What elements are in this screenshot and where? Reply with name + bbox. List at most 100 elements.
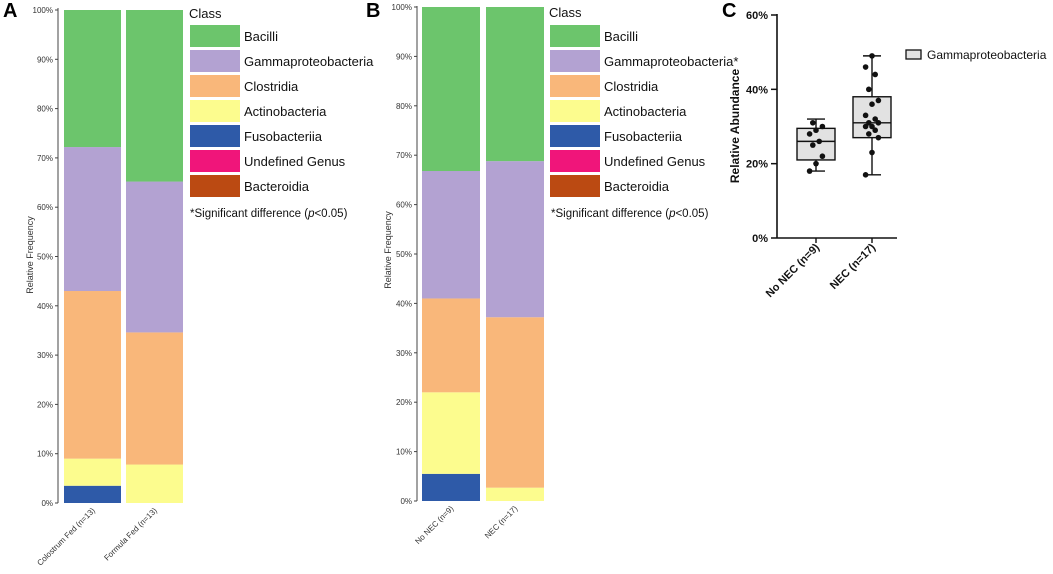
panel-b-bars: [422, 7, 544, 501]
bar-segment-clostridia: [64, 291, 121, 459]
panel-a-y-axis-title: Relative Frequency: [25, 216, 35, 294]
data-point: [819, 153, 826, 160]
bar-segment-gammaproteobacteria: [126, 181, 183, 333]
x-category-label: No NEC (n=9): [413, 504, 455, 546]
y-tick-label: 70%: [37, 154, 53, 163]
panel-a-significance-note: *Significant difference (p<0.05): [190, 208, 348, 220]
bar-segment-bacilli: [64, 10, 121, 148]
legend-swatch: [550, 175, 600, 197]
legend-label: Clostridia: [604, 79, 659, 94]
legend-label: Fusobacteriia: [244, 129, 323, 144]
data-point: [862, 172, 869, 178]
data-point: [869, 123, 875, 130]
legend-swatch: [190, 100, 240, 122]
y-tick-label: 20%: [746, 159, 768, 171]
panel-b: B 0% 10% 20% 30% 40% 50% 60% 70% 80% 90% 100% Rela…: [366, 0, 738, 546]
y-tick-label: 50%: [37, 253, 53, 262]
legend-swatch: [550, 100, 600, 122]
panel-a-x-labels: Colostrum Fed (n=13) Formula Fed (n=13): [35, 506, 159, 568]
data-point: [862, 123, 869, 130]
bar-segment-gammaproteobacteria: [486, 161, 544, 318]
legend-swatch: [550, 25, 600, 47]
data-point: [866, 131, 872, 137]
panel-c-legend-label: Gammaproteobacteria: [927, 48, 1047, 62]
y-tick-label: 90%: [396, 52, 412, 61]
y-tick-label: 40%: [37, 302, 53, 311]
legend-swatch: [190, 150, 240, 172]
bar-segment-bacilli: [422, 7, 480, 172]
bar-segment-actinobacteria: [64, 458, 121, 486]
panel-b-y-ticks: 0% 10% 20% 30% 40% 50% 60% 70% 80% 90% 100%: [392, 3, 417, 506]
legend-label: Undefined Genus: [244, 154, 346, 169]
legend-label: Bacilli: [604, 29, 638, 44]
panel-a-y-ticks: 0% 10% 20% 30% 40% 50% 60% 70% 80% 90% 100%: [33, 6, 58, 508]
data-point: [813, 160, 819, 167]
panel-b-y-axis-title: Relative Frequency: [383, 211, 393, 289]
box-no-nec: [796, 118, 836, 243]
panel-c-boxes: [796, 53, 892, 243]
legend-swatch: [190, 50, 240, 72]
y-tick-label: 0%: [41, 499, 53, 508]
data-point: [869, 149, 875, 156]
legend-label: Bacteroidia: [604, 179, 670, 194]
y-tick-label: 0%: [752, 233, 768, 245]
x-category-label: No NEC (n=9): [764, 241, 823, 300]
y-tick-label: 20%: [37, 400, 53, 409]
data-point: [806, 168, 813, 174]
legend-swatch: [190, 75, 240, 97]
legend-swatch: [190, 175, 240, 197]
legend-label: Fusobacteriia: [604, 129, 683, 144]
legend-label: Bacilli: [244, 29, 278, 44]
panel-c-letter: C: [722, 0, 736, 22]
data-point: [872, 116, 878, 122]
legend-swatch: [550, 125, 600, 147]
panel-a-legend: Bacilli Gammaproteobacteria Clostridia Acti…: [190, 25, 374, 197]
bar-segment-bacilli: [486, 7, 544, 162]
y-tick-label: 100%: [392, 3, 412, 12]
x-category-label: Formula Fed (n=13): [102, 506, 159, 563]
panel-a-letter: A: [3, 0, 17, 22]
data-point: [816, 138, 822, 145]
y-tick-label: 30%: [396, 349, 412, 358]
bar-segment-clostridia: [126, 332, 183, 465]
legend-swatch: [190, 25, 240, 47]
data-point: [869, 53, 875, 59]
bar-segment-gammaproteobacteria: [422, 171, 480, 299]
data-point: [810, 142, 816, 148]
data-point: [810, 119, 816, 126]
legend-label: Gammaproteobacteria*: [604, 54, 738, 69]
x-category-label: Colostrum Fed (n=13): [35, 506, 97, 568]
data-point: [869, 101, 875, 107]
y-tick-label: 60%: [37, 203, 53, 212]
bar-segment-gammaproteobacteria: [64, 147, 121, 292]
bar-segment-clostridia: [422, 298, 480, 393]
y-tick-label: 40%: [396, 299, 412, 308]
y-tick-label: 100%: [33, 6, 53, 15]
data-point: [875, 119, 882, 126]
bar-segment-bacilli: [126, 10, 183, 182]
x-category-label: NEC (n=17): [828, 241, 878, 291]
panel-a-legend-title: Class: [189, 6, 222, 21]
bar-segment-fusobacteriia: [422, 473, 480, 501]
panel-a-bars: [64, 10, 183, 503]
panel-b-significance-note: *Significant difference (p<0.05): [551, 208, 709, 220]
data-point: [806, 131, 813, 137]
legend-label: Actinobacteria: [244, 104, 327, 119]
data-point: [872, 127, 878, 134]
panel-b-x-labels: No NEC (n=9) NEC (n=17): [413, 504, 519, 546]
bar-segment-fusobacteriia: [64, 485, 121, 503]
data-point: [866, 86, 872, 93]
bar-segment-actinobacteria: [486, 487, 544, 501]
y-tick-label: 40%: [746, 84, 768, 96]
data-point: [813, 127, 819, 134]
legend-label: Undefined Genus: [604, 154, 706, 169]
y-tick-label: 80%: [37, 105, 53, 114]
data-point: [866, 119, 872, 126]
y-tick-label: 0%: [400, 497, 412, 506]
panel-c-legend-swatch: [905, 49, 922, 60]
data-point: [862, 64, 869, 70]
legend-swatch: [550, 50, 600, 72]
bar-segment-actinobacteria: [422, 392, 480, 474]
legend-label: Gammaproteobacteria: [244, 54, 374, 69]
